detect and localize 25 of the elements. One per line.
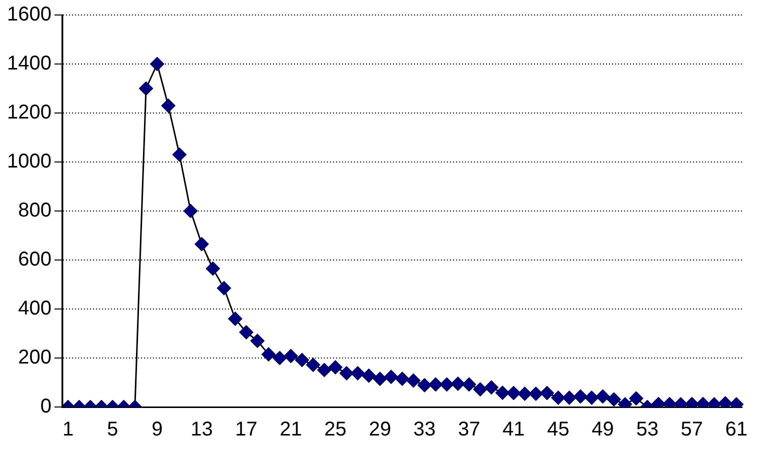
x-tick-label: 33 [413,418,436,441]
x-tick-label: 25 [324,418,347,441]
x-tick-label: 1 [62,418,74,441]
y-tick-label: 0 [40,396,52,418]
y-tick-label: 200 [18,346,52,369]
x-tick-label: 53 [636,418,658,441]
x-tick-label: 29 [368,418,392,441]
y-tick-label: 600 [18,248,52,271]
x-tick-label: 9 [152,418,163,441]
y-tick-label: 1000 [6,150,52,173]
x-tick-label: 37 [458,418,480,441]
y-tick-label: 800 [18,200,52,222]
x-tick-label: 17 [235,418,258,441]
x-tick-label: 41 [502,418,525,441]
y-tick-label: 1600 [6,4,52,26]
x-tick-label: 13 [190,418,213,441]
x-tick-label: 5 [107,418,118,441]
y-tick-label: 1400 [6,52,52,75]
x-tick-label: 49 [592,418,614,441]
y-tick-label: 1200 [6,102,52,124]
x-tick-label: 45 [547,418,570,441]
y-tick-label: 400 [18,298,52,320]
x-tick-label: 61 [725,418,748,441]
x-tick-label: 57 [680,418,703,441]
x-tick-label: 21 [280,418,302,441]
